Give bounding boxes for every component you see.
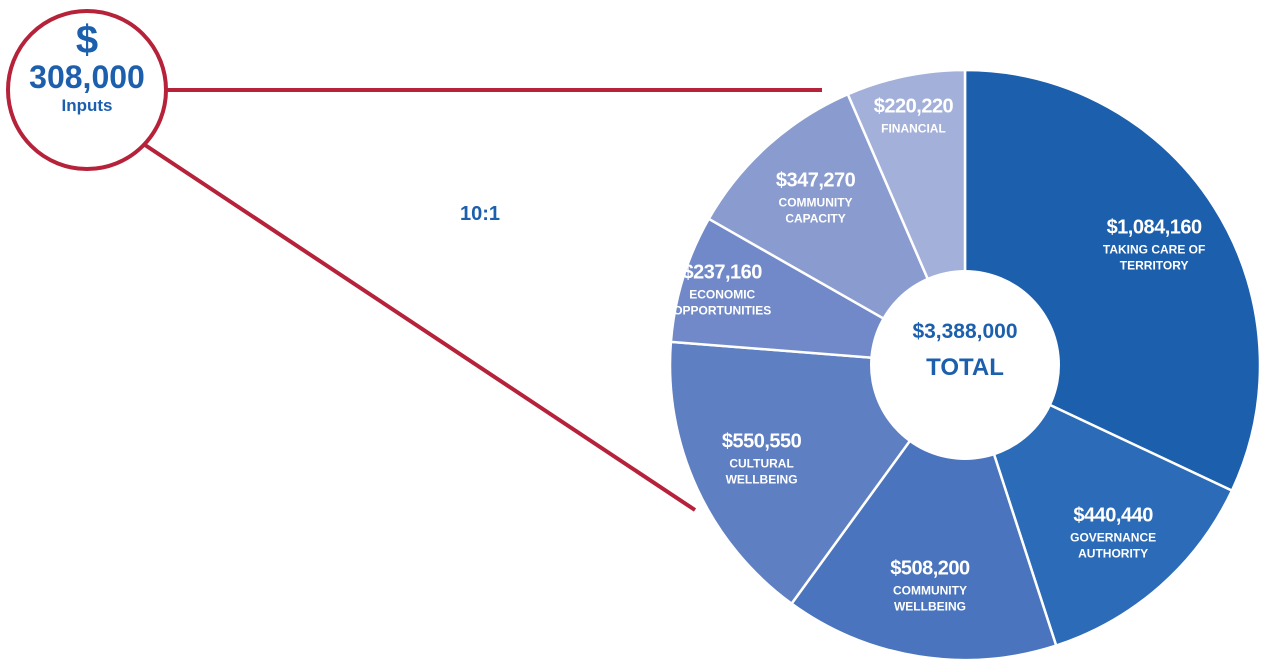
value-label: $508,200 — [890, 557, 970, 580]
slice — [789, 362, 1058, 660]
slice-label: $347,270 COMMUNITY CAPACITY — [746, 170, 886, 227]
center-sublabel: TOTAL — [926, 354, 1004, 381]
slice-label: $220,220 FINANCIAL — [843, 96, 983, 137]
center-label: $3,388,000 — [912, 320, 1018, 343]
category-label: COMMUNITY WELLBEING — [892, 583, 967, 614]
value-label: $550,550 — [721, 430, 802, 453]
connector-line — [143, 143, 697, 512]
category-label: ECONOMIC OPPORTUNITIES — [673, 287, 772, 318]
inputs-circle — [6, 9, 168, 171]
value-label: $347,270 — [775, 169, 856, 192]
inputs-caption: Inputs — [61, 96, 113, 115]
value-label: $1,084,160 — [1106, 216, 1203, 239]
inputs-symbol: $ — [75, 18, 99, 62]
category-label: FINANCIAL — [881, 121, 946, 136]
value-label: $440,440 — [1073, 504, 1153, 527]
category-label: CULTURAL WELLBEING — [725, 456, 798, 487]
inputs-amount: 308,000 — [29, 59, 145, 95]
slice-label: $1,084,160 TAKING CARE OF TERRITORY — [1084, 216, 1224, 273]
value-label: $237,160 — [682, 261, 763, 284]
category-label: TAKING CARE OF TERRITORY — [1102, 242, 1206, 273]
category-label: GOVERNANCE AUTHORITY — [1070, 530, 1157, 561]
value-label: $220,220 — [873, 95, 954, 118]
ratio: 10:1 — [459, 203, 501, 225]
category-label: COMMUNITY CAPACITY — [778, 195, 853, 226]
slice-label: $550,550 CULTURAL WELLBEING — [692, 430, 832, 487]
slice-label: $237,160 ECONOMIC OPPORTUNITIES — [652, 262, 792, 319]
slice-label: $440,440 GOVERNANCE AUTHORITY — [1043, 505, 1183, 562]
donut-hole — [870, 270, 1060, 460]
slice-label: $508,200 COMMUNITY WELLBEING — [860, 558, 1000, 615]
slice — [962, 362, 1234, 648]
